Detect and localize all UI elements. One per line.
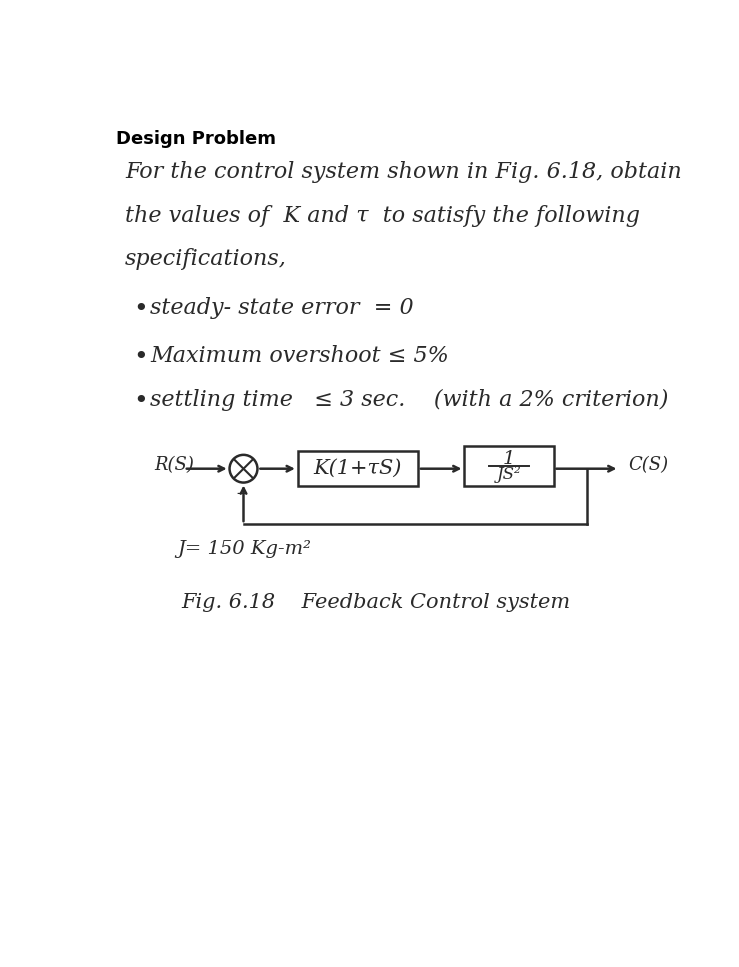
Text: Maximum overshoot ≤ 5%: Maximum overshoot ≤ 5% — [151, 345, 449, 367]
Bar — [464, 446, 554, 485]
Text: Design Problem: Design Problem — [115, 130, 276, 148]
Text: 1: 1 — [503, 450, 515, 468]
Text: •: • — [134, 390, 149, 413]
Text: specifications,: specifications, — [125, 249, 287, 271]
Text: C(S): C(S) — [629, 456, 669, 475]
Text: For the control system shown in Fig. 6.18, obtain: For the control system shown in Fig. 6.1… — [125, 161, 681, 183]
Text: the values of  K and τ  to satisfy the following: the values of K and τ to satisfy the fol… — [125, 205, 640, 226]
Text: •: • — [134, 345, 149, 369]
Text: K(1+τS): K(1+τS) — [313, 459, 402, 479]
Text: Fig. 6.18    Feedback Control system: Fig. 6.18 Feedback Control system — [182, 594, 571, 612]
Text: JS²: JS² — [497, 466, 521, 484]
Text: steady- state error  = 0: steady- state error = 0 — [151, 297, 414, 319]
Bar — [298, 451, 418, 486]
Text: R(S): R(S) — [154, 456, 194, 475]
Text: settling time   ≤ 3 sec.    (with a 2% criterion): settling time ≤ 3 sec. (with a 2% criter… — [151, 390, 669, 412]
Text: −: − — [235, 485, 248, 501]
Text: J= 150 Kg-m²: J= 150 Kg-m² — [177, 540, 312, 558]
Text: •: • — [134, 297, 149, 321]
